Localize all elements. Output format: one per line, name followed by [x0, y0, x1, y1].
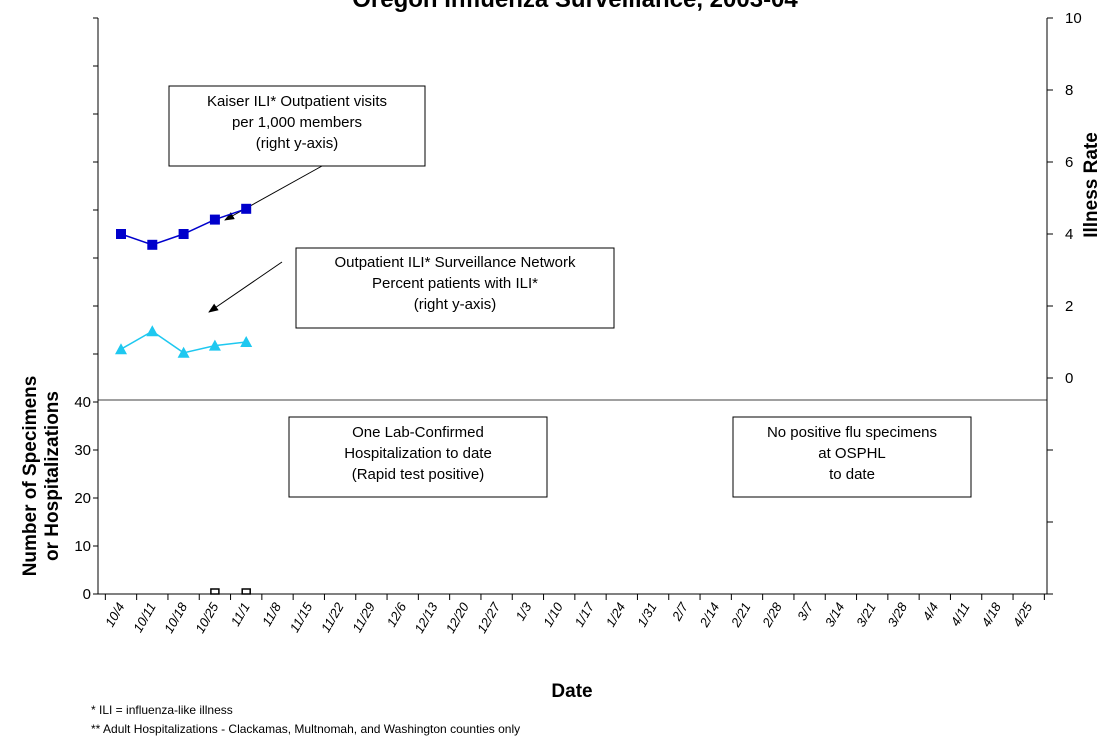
annotation-osphl-line-1: No positive flu specimens — [767, 424, 937, 441]
annotation-outpatient-line-1: Outpatient ILI* Surveillance Network — [335, 254, 576, 271]
annotation-kaiser-line-2: per 1,000 members — [232, 114, 362, 131]
x-axis-title: Date — [551, 681, 592, 702]
right-tick-label: 2 — [1065, 298, 1073, 315]
outpatient-ili-point — [240, 336, 253, 347]
annotation-kaiser-line-1: Kaiser ILI* Outpatient visits — [207, 93, 387, 110]
left-tick-label: 30 — [74, 442, 91, 459]
outpatient-ili-point — [115, 343, 127, 355]
annotation-kaiser-line-3: (right y-axis) — [256, 135, 339, 152]
left-axis-title-line-1: Number of Specimens — [20, 376, 41, 577]
left-axis-title-line-2: or Hospitalizations — [42, 391, 63, 561]
annotation-hospitalization-line-3: (Rapid test positive) — [352, 466, 485, 483]
right-tick-label: 4 — [1065, 226, 1073, 243]
left-tick-label: 40 — [74, 394, 91, 411]
hospitalization-bar — [210, 588, 220, 595]
right-axis-lower-ticks — [1047, 449, 1053, 595]
annotation-outpatient-box — [295, 247, 615, 329]
right-axis-ticks: 0 2 4 6 8 10 — [1047, 10, 1082, 387]
arrow-outpatient — [208, 261, 283, 313]
right-tick-label: 6 — [1065, 154, 1073, 171]
kaiser-ili-point — [178, 229, 189, 239]
annotation-hospitalization-line-2: Hospitalization to date — [344, 445, 492, 462]
right-tick-label: 0 — [1065, 370, 1073, 387]
annotation-outpatient: Outpatient ILI* Surveillance Network Per… — [295, 247, 615, 329]
annotation-kaiser: Kaiser ILI* Outpatient visits per 1,000 … — [168, 85, 426, 167]
annotation-osphl: No positive flu specimens at OSPHL to da… — [732, 416, 972, 498]
footnote-hospitalizations: ** Adult Hospitalizations - Clackamas, M… — [91, 722, 520, 736]
right-axis-title: Illness Rate — [1081, 132, 1102, 238]
annotation-hospitalization-box — [288, 416, 548, 498]
chart-title: Oregon Influenza Surveillance, 2003-04 — [352, 0, 798, 13]
right-tick-label: 8 — [1065, 82, 1073, 99]
left-axis-title: Number of Specimens or Hospitalizations — [20, 376, 63, 577]
hospitalization-bar — [241, 588, 251, 595]
kaiser-ili-point — [241, 203, 252, 214]
left-axis-upper-ticks — [93, 17, 98, 355]
left-axis-ticks: 0 10 20 30 40 — [74, 394, 98, 603]
series-layer — [115, 203, 253, 595]
annotation-kaiser-box — [168, 85, 426, 167]
footnote-ili: * ILI = influenza-like illness — [91, 703, 233, 717]
annotation-osphl-line-2: at OSPHL — [818, 445, 886, 462]
right-tick-label: 10 — [1065, 10, 1082, 27]
kaiser-ili-point — [147, 239, 158, 250]
annotation-outpatient-line-3: (right y-axis) — [414, 296, 497, 313]
left-tick-label: 0 — [83, 586, 91, 603]
left-tick-label: 10 — [74, 538, 91, 555]
outpatient-ili-point — [146, 325, 159, 337]
annotation-outpatient-line-2: Percent patients with ILI* — [372, 275, 538, 292]
kaiser-ili-point — [116, 229, 126, 239]
outpatient-ili-point — [177, 346, 190, 358]
annotation-osphl-line-3: to date — [829, 466, 875, 483]
annotation-hospitalization: One Lab-Confirmed Hospitalization to dat… — [288, 416, 548, 498]
kaiser-ili-point — [209, 214, 220, 225]
left-tick-label: 20 — [74, 490, 91, 507]
annotation-osphl-box — [732, 416, 972, 498]
annotation-hospitalization-line-1: One Lab-Confirmed — [352, 424, 484, 441]
outpatient-ili-point — [208, 339, 221, 351]
